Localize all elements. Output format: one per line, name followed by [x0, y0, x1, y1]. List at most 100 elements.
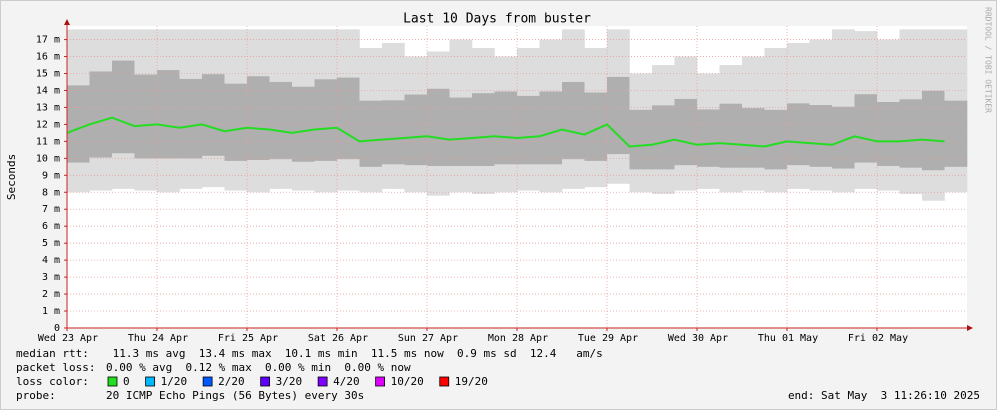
smoke-core: [922, 90, 945, 171]
legend-label: 1/20: [161, 375, 188, 388]
probe-text: 20 ICMP Echo Pings (56 Bytes) every 30s: [106, 389, 364, 402]
y-tick-label: 15 m: [36, 69, 60, 80]
smoke-core: [382, 100, 405, 165]
y-tick-label: 2 m: [42, 289, 60, 300]
smoke-core: [449, 97, 473, 166]
y-axis-label: Seconds: [5, 154, 18, 200]
legend-label: 4/20: [333, 375, 360, 388]
legend-swatch: [145, 376, 156, 387]
smoke-core: [584, 92, 608, 161]
y-tick-label: 9 m: [42, 170, 60, 181]
smoke-core: [809, 105, 833, 167]
x-tick-label: Mon 28 Apr: [488, 333, 548, 344]
median-line: [66, 116, 945, 148]
legend-label: 19/20: [455, 375, 488, 388]
legend-label: 0: [123, 375, 130, 388]
legend: 0 1/20 2/20 3/20 4/20 10/20 19/20: [107, 375, 488, 388]
stats-label: median rtt:: [16, 347, 89, 360]
chart-title: Last 10 Days from buster: [403, 12, 591, 27]
y-arrow: [64, 19, 70, 25]
smoke-core: [787, 103, 810, 166]
legend-swatch: [375, 376, 386, 387]
smoke-core: [427, 88, 450, 166]
x-tick-label: Wed 30 Apr: [668, 333, 728, 344]
legend-swatch: [107, 376, 118, 387]
end-time: end: Sat May 3 11:26:10 2025: [788, 389, 980, 402]
y-tick-label: 0: [54, 323, 60, 334]
smoke-core: [89, 71, 113, 158]
probe-label: probe:: [16, 389, 56, 402]
x-tick-label: Sun 27 Apr: [398, 333, 458, 344]
y-tick-label: 14 m: [36, 85, 60, 96]
legend-swatch: [260, 376, 271, 387]
stats-label: packet loss:: [16, 361, 95, 374]
x-tick-label: Thu 01 May: [758, 333, 818, 344]
smoke-core: [764, 109, 788, 170]
legend-label: loss color:: [16, 375, 89, 388]
smoke-core: [157, 70, 180, 159]
y-tick-label: 12 m: [36, 119, 60, 130]
y-tick-label: 13 m: [36, 102, 60, 113]
smoke-core: [337, 77, 360, 160]
smoke-core: [899, 99, 923, 168]
legend-label: 3/20: [276, 375, 303, 388]
x-tick-label: Thu 24 Apr: [128, 333, 188, 344]
smoke-core: [652, 105, 675, 170]
smoke-core: [607, 76, 630, 155]
stats-text: 0.00 % avg 0.12 % max 0.00 % min 0.00 % …: [106, 361, 411, 374]
smoke-core: [224, 83, 248, 161]
smoke-core: [517, 95, 540, 165]
y-tick-label: 1 m: [42, 306, 60, 317]
y-tick-label: 16 m: [36, 52, 60, 63]
smoke-core: [877, 102, 900, 166]
smoke-core: [247, 76, 270, 161]
y-tick-label: 10 m: [36, 153, 60, 164]
smoke-core: [292, 86, 315, 162]
smoke-core: [269, 81, 293, 160]
x-tick-label: Fri 02 May: [848, 333, 908, 344]
smoke-core: [359, 100, 383, 167]
y-tick-label: 8 m: [42, 187, 60, 198]
x-tick-label: Sat 26 Apr: [308, 333, 368, 344]
y-tick-label: 5 m: [42, 238, 60, 249]
x-tick-label: Wed 23 Apr: [38, 333, 98, 344]
x-arrow: [967, 325, 973, 331]
x-tick-label: Fri 25 Apr: [218, 333, 278, 344]
smoke-core: [944, 100, 968, 167]
smoke-core: [854, 94, 878, 163]
smoke-core: [314, 79, 338, 161]
smoke-core: [67, 85, 90, 163]
smoke-core: [742, 108, 765, 168]
legend-label: 2/20: [218, 375, 245, 388]
legend-swatch: [439, 376, 450, 387]
watermark: RRDTOOL / TOBI OETIKER: [984, 7, 993, 113]
smoke-core: [539, 91, 563, 165]
y-tick-label: 11 m: [36, 136, 60, 147]
smoke-core: [629, 109, 653, 170]
smoke-core: [202, 74, 225, 156]
legend-label: 10/20: [391, 375, 424, 388]
stats-text: 11.3 ms avg 13.4 ms max 10.1 ms min 11.5…: [106, 347, 603, 360]
smoke-core: [472, 93, 495, 166]
smoke-core: [404, 94, 428, 166]
smoke-core: [494, 91, 518, 165]
smoke-core: [134, 74, 158, 159]
smoke-core: [179, 78, 203, 159]
y-tick-label: 7 m: [42, 204, 60, 215]
smoke-core: [719, 103, 743, 168]
y-tick-label: 3 m: [42, 272, 60, 283]
smoke-core: [674, 98, 698, 166]
y-tick-label: 6 m: [42, 221, 60, 232]
smoke-core: [697, 109, 720, 167]
y-tick-label: 17 m: [36, 35, 60, 46]
y-tick-label: 4 m: [42, 255, 60, 266]
legend-swatch: [317, 376, 328, 387]
smoke-core: [832, 106, 855, 169]
plot: [66, 26, 968, 329]
smoke-core: [112, 60, 135, 154]
legend-swatch: [202, 376, 213, 387]
x-tick-label: Tue 29 Apr: [578, 333, 638, 344]
smoke-core: [562, 81, 585, 160]
